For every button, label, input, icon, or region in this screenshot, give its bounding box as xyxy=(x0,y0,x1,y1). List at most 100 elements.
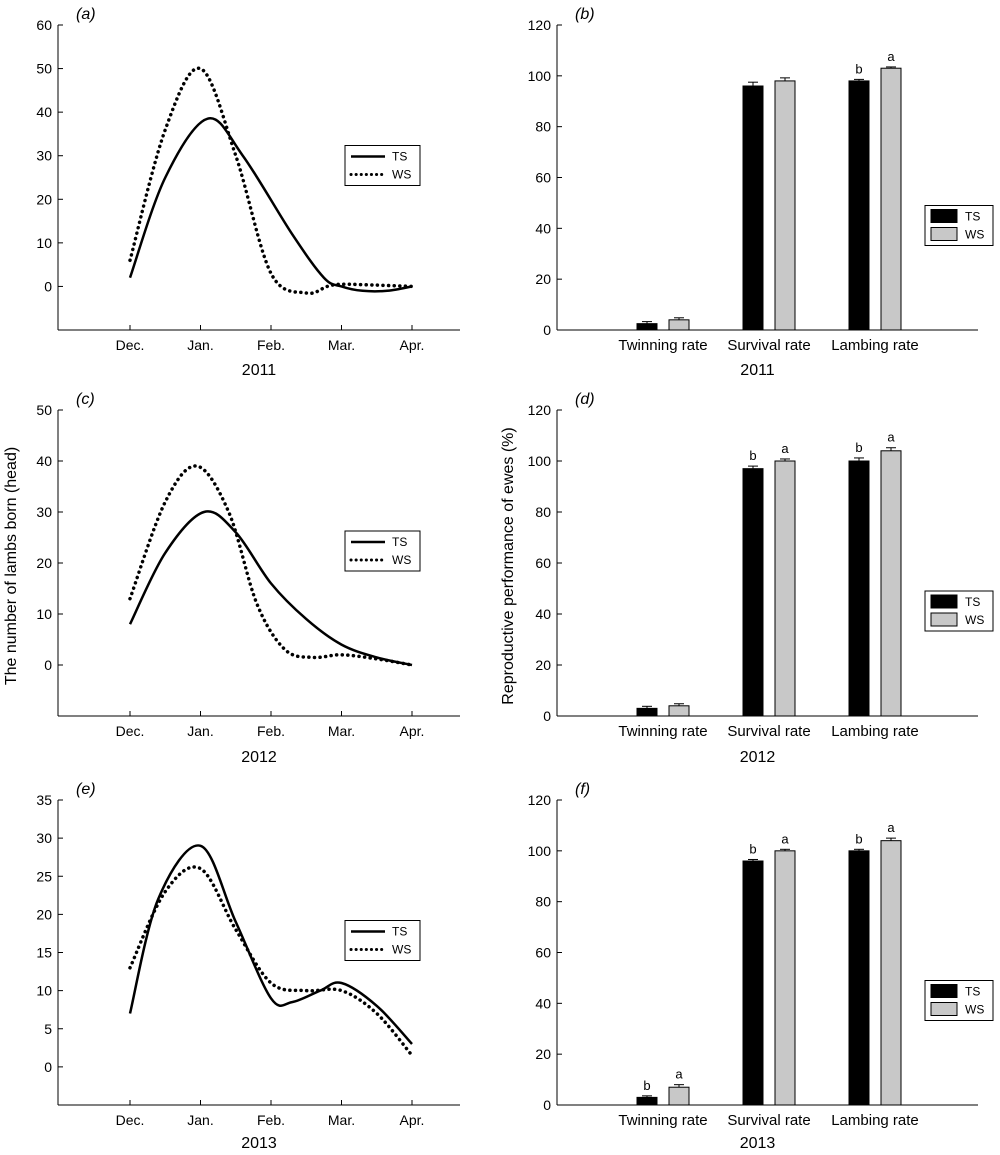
y-tick-label: 0 xyxy=(44,278,52,294)
y-tick-label: 25 xyxy=(36,868,52,884)
legend: TS WS xyxy=(344,920,421,961)
legend-label: WS xyxy=(392,168,411,182)
y-tick-label: 60 xyxy=(535,555,551,571)
legend-label: WS xyxy=(965,613,984,627)
bar-chart-panel: 0 20 40 60 80 100 120 Twinning rate Survival rat… xyxy=(528,391,994,766)
legend-label: TS xyxy=(392,925,407,939)
legend: TS WS xyxy=(924,980,994,1021)
bar-ts xyxy=(848,850,870,1106)
line-chart-panel: 0 10 20 30 40 50 Dec. Jan. Feb. Mar. Apr. 2012 (c) TS… xyxy=(36,391,460,766)
significance-letter: b xyxy=(749,841,756,856)
bar-ws xyxy=(880,450,902,717)
bar-chart-panel: 0 20 40 60 80 100 120 Twinning rate Survival rat… xyxy=(528,6,994,379)
y-tick-label: 30 xyxy=(36,830,52,846)
y-axis-label-left: The number of lambs born (head) xyxy=(3,447,20,685)
category-label: Twinning rate xyxy=(618,1112,707,1129)
x-tick-label: Feb. xyxy=(257,723,285,739)
legend-box xyxy=(344,920,421,961)
x-tick-label: Jan. xyxy=(187,723,213,739)
y-tick-label: 60 xyxy=(36,17,52,33)
bar-ts xyxy=(848,460,870,717)
legend: TS WS xyxy=(924,590,994,632)
y-tick-label: 20 xyxy=(36,906,52,922)
bar-ws xyxy=(668,705,690,717)
y-tick-label: 100 xyxy=(528,453,552,469)
bar-ws xyxy=(774,850,796,1106)
legend-swatch xyxy=(930,612,958,627)
legend: TS WS xyxy=(344,530,421,572)
legend-label: TS xyxy=(965,595,980,609)
category-label: Twinning rate xyxy=(618,723,707,740)
bar-ws xyxy=(880,67,902,331)
y-tick-label: 20 xyxy=(535,1046,551,1062)
series-line-ts xyxy=(128,844,413,1045)
x-axis-label: 2012 xyxy=(740,749,776,766)
y-tick-label: 35 xyxy=(36,792,52,808)
bar-ts xyxy=(742,85,764,331)
y-tick-label: 20 xyxy=(535,657,551,673)
y-axis-label-right: Reproductive performance of ewes (%) xyxy=(500,427,517,704)
category-label: Survival rate xyxy=(727,337,810,354)
x-tick-label: Mar. xyxy=(328,723,355,739)
legend-box xyxy=(344,145,421,186)
series-line-ws xyxy=(128,66,414,296)
x-tick-label: Dec. xyxy=(116,1112,145,1128)
y-tick-label: 120 xyxy=(528,792,552,808)
y-tick-label: 10 xyxy=(36,606,52,622)
y-tick-label: 40 xyxy=(535,220,551,236)
x-tick-label: Feb. xyxy=(257,337,285,353)
series-line-ts xyxy=(128,510,413,667)
bar-ts xyxy=(848,80,870,331)
bar-ws xyxy=(668,319,690,331)
y-tick-label: 40 xyxy=(36,104,52,120)
category-label: Lambing rate xyxy=(831,723,919,740)
bar-ws xyxy=(774,460,796,717)
series-line-ws xyxy=(128,464,414,667)
bar-ts xyxy=(636,707,658,717)
legend: TS WS xyxy=(924,205,994,246)
bar-ts xyxy=(636,1096,658,1106)
y-tick-label: 20 xyxy=(36,555,52,571)
y-tick-label: 15 xyxy=(36,945,52,961)
category-label: Lambing rate xyxy=(831,1112,919,1129)
x-axis-label: 2011 xyxy=(242,362,277,379)
panel-label: (f) xyxy=(575,781,590,798)
panel-label: (d) xyxy=(575,391,595,408)
x-axis-label: 2013 xyxy=(241,1135,277,1152)
y-tick-label: 40 xyxy=(535,995,551,1011)
legend-label: TS xyxy=(965,985,980,999)
panel-label: (e) xyxy=(76,781,96,798)
significance-letter: b xyxy=(855,61,862,76)
x-axis-label: 2013 xyxy=(740,1135,776,1152)
y-tick-label: 0 xyxy=(44,1059,52,1075)
x-tick-label: Apr. xyxy=(400,1112,425,1128)
y-tick-label: 40 xyxy=(535,606,551,622)
significance-letter: b xyxy=(643,1078,650,1093)
y-tick-label: 30 xyxy=(36,148,52,164)
y-tick-label: 30 xyxy=(36,504,52,520)
significance-letter: a xyxy=(781,831,789,846)
x-tick-label: Feb. xyxy=(257,1112,285,1128)
y-tick-label: 120 xyxy=(528,17,552,33)
x-tick-label: Mar. xyxy=(328,337,355,353)
legend-label: TS xyxy=(392,150,407,164)
y-tick-label: 10 xyxy=(36,983,52,999)
legend: TS WS xyxy=(344,145,421,186)
y-tick-label: 100 xyxy=(528,68,552,84)
line-chart-panel: 0 10 20 30 40 50 60 Dec. Jan. Feb. Mar. Apr. 2011 (a)… xyxy=(36,6,460,379)
significance-letter: a xyxy=(675,1067,683,1082)
series-line-ts xyxy=(128,117,413,293)
x-tick-label: Jan. xyxy=(187,337,213,353)
significance-letter: b xyxy=(749,448,756,463)
y-tick-label: 40 xyxy=(36,453,52,469)
y-tick-label: 0 xyxy=(543,1097,551,1113)
significance-letter: a xyxy=(781,441,789,456)
legend-label: WS xyxy=(392,553,411,567)
panel-label: (c) xyxy=(76,391,95,408)
y-tick-label: 0 xyxy=(543,322,551,338)
y-tick-label: 50 xyxy=(36,61,52,77)
series-line-ws xyxy=(128,865,414,1058)
legend-label: WS xyxy=(965,228,984,242)
significance-letter: a xyxy=(887,820,895,835)
